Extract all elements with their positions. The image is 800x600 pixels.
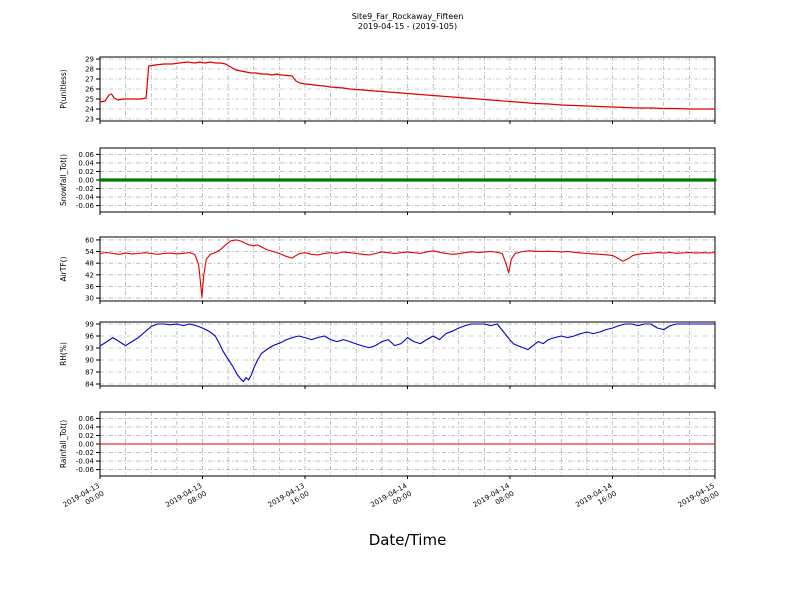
- y-axis-label: P(unitless): [59, 69, 68, 108]
- series-line-1: [99, 61, 716, 110]
- x-tick-label: 2019-04-1408:00: [472, 482, 516, 517]
- y-tick-label: 0.06: [78, 151, 94, 159]
- y-tick-label: 0.04: [78, 159, 94, 167]
- y-tick-label: 29: [85, 56, 94, 64]
- y-tick-label: 42: [85, 271, 94, 279]
- x-tick-label: 2019-04-1300:00: [62, 482, 106, 517]
- chart-title-line1: Site9_Far_Rockaway_Fifteen: [351, 12, 464, 21]
- y-tick-label: 90: [85, 357, 94, 365]
- x-axis-title: Date/Time: [368, 531, 447, 549]
- y-tick-label: 96: [85, 333, 94, 341]
- y-tick-label: -0.02: [76, 449, 94, 457]
- y-tick-label: 0.04: [78, 423, 94, 431]
- y-tick-label: 60: [85, 236, 94, 244]
- y-axis-label: RH(%): [59, 342, 68, 366]
- y-tick-label: 0.02: [78, 168, 94, 176]
- chart-title-line2: 2019-04-15 - (2019-105): [357, 22, 458, 32]
- y-tick-label: 25: [85, 96, 94, 104]
- y-tick-label: 0.00: [78, 441, 94, 449]
- series-line-4: [99, 323, 716, 383]
- y-tick-label: 84: [85, 381, 94, 389]
- y-tick-label: 26: [85, 86, 94, 94]
- y-tick-label: 27: [85, 76, 94, 84]
- series-line-3: [99, 239, 716, 298]
- x-tick-label: 2019-04-1416:00: [574, 482, 618, 517]
- x-tick-label: 2019-04-1316:00: [267, 482, 311, 517]
- y-tick-label: 99: [85, 321, 94, 329]
- x-tick-label: 2019-04-1308:00: [164, 482, 208, 517]
- y-tick-label: -0.06: [76, 466, 95, 474]
- y-tick-label: 87: [85, 369, 94, 377]
- y-tick-label: 93: [85, 345, 94, 353]
- y-tick-label: 36: [85, 283, 94, 291]
- y-tick-label: 0.06: [78, 415, 94, 423]
- panel-border: [99, 56, 716, 122]
- y-tick-label: 48: [85, 260, 94, 268]
- y-axis-label: Rainfall_Tot(): [59, 420, 68, 468]
- y-tick-label: 54: [85, 248, 94, 256]
- y-tick-label: 24: [85, 106, 94, 114]
- panel-border: [99, 321, 716, 387]
- y-tick-label: 28: [85, 66, 94, 74]
- y-tick-label: 0.02: [78, 432, 94, 440]
- chart-title: Site9_Far_Rockaway_Fifteen 2019-04-15 - …: [100, 12, 715, 33]
- y-tick-label: 0.00: [78, 177, 94, 185]
- y-axis-label: Snowfall_Tot(): [59, 154, 68, 206]
- y-tick-label: -0.04: [76, 194, 95, 202]
- panel-border: [99, 236, 716, 302]
- x-tick-label: 2019-04-1500:00: [677, 482, 721, 517]
- y-tick-label: 30: [85, 295, 94, 303]
- y-tick-label: -0.06: [76, 202, 95, 210]
- y-tick-label: -0.02: [76, 185, 94, 193]
- x-tick-label: 2019-04-1400:00: [369, 482, 413, 517]
- y-axis-label: AirTF(): [59, 256, 68, 281]
- y-tick-label: 23: [85, 116, 94, 124]
- y-tick-label: -0.04: [76, 458, 95, 466]
